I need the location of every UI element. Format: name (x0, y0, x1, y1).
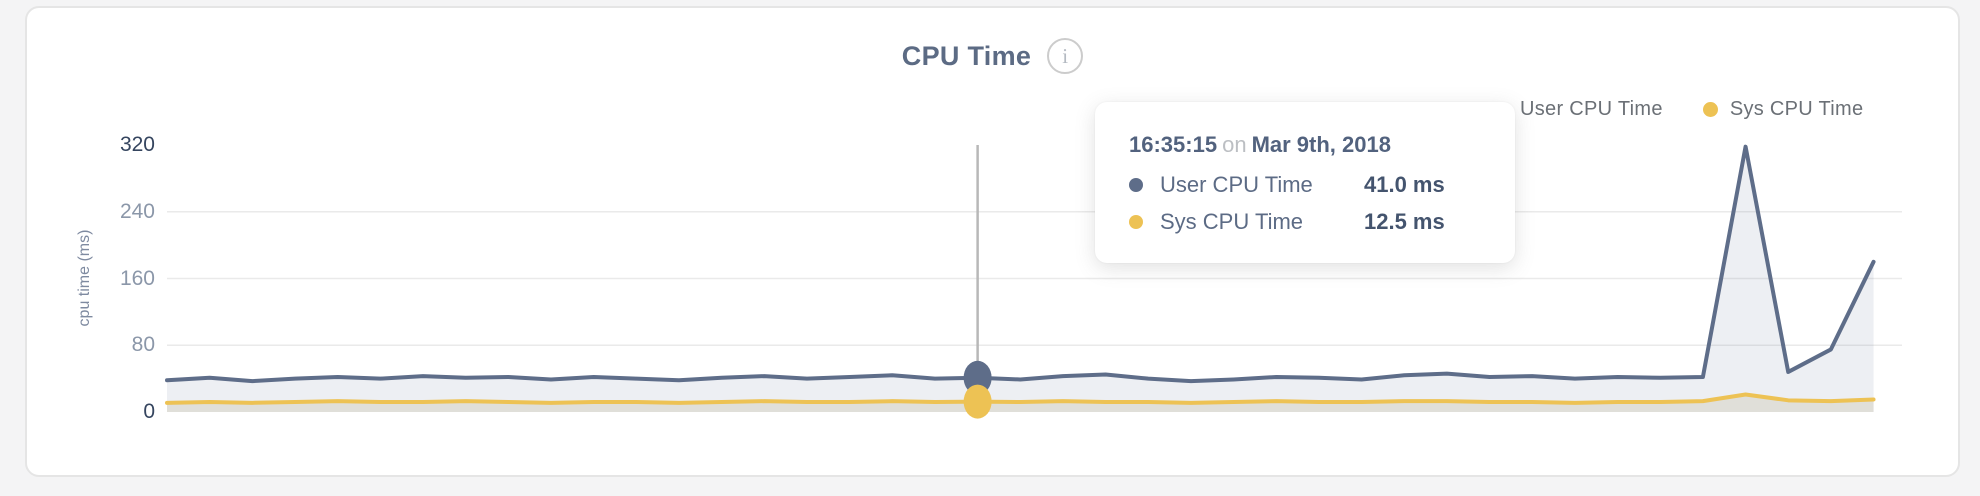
chart-card: CPU Time i User CPU Time Sys CPU Time cp… (25, 6, 1960, 477)
tooltip-value-user: 41.0 ms (1364, 172, 1445, 197)
y-tick-label: 320 (119, 133, 155, 156)
y-tick-label: 160 (119, 266, 155, 290)
tooltip-connector: on (1222, 132, 1247, 157)
y-tick-label: 240 (119, 199, 155, 223)
legend-item-sys-cpu-time[interactable]: Sys CPU Time (1702, 98, 1864, 121)
tooltip-label-sys: Sys CPU Time (1160, 209, 1304, 234)
hover-dot-1 (963, 384, 992, 419)
tooltip-dot-sys-icon (1129, 215, 1143, 229)
tooltip-date: Mar 9th, 2018 (1251, 132, 1391, 157)
legend-item-user-cpu-time[interactable]: User CPU Time (1493, 98, 1663, 121)
hover-dot-0 (963, 360, 992, 395)
y-tick-label: 0 (143, 400, 155, 423)
series-line-0 (165, 144, 1876, 384)
series-area-0 (167, 146, 1874, 412)
plot-area[interactable] (27, 8, 1962, 479)
chart-tooltip: 16:35:15 on Mar 9th, 2018 User CPU Time 41… (1095, 102, 1515, 263)
chart-legend: User CPU Time Sys CPU Time (1493, 98, 1863, 121)
legend-label-sys: Sys CPU Time (1729, 98, 1864, 120)
tooltip-title: 16:35:15 on Mar 9th, 2018 (1129, 132, 1487, 158)
tooltip-dot-user-icon (1129, 178, 1143, 192)
chart-title: CPU Time (901, 40, 1032, 71)
x-axis-ticks: 16:3116:3216:3316:3416:3516:3616:3716:38… (27, 421, 1958, 451)
info-icon[interactable]: i (1047, 38, 1084, 74)
legend-label-user: User CPU Time (1520, 98, 1663, 120)
tooltip-row-sys: Sys CPU Time 12.5 ms (1129, 209, 1487, 235)
tooltip-value-sys: 12.5 ms (1364, 209, 1445, 234)
y-tick-label: 80 (131, 333, 155, 357)
tooltip-label-user: User CPU Time (1160, 172, 1313, 197)
series-line-1 (165, 392, 1876, 405)
legend-dot-sys-icon (1702, 102, 1718, 117)
chart-header: CPU Time i (27, 38, 1958, 74)
tooltip-row-user: User CPU Time 41.0 ms (1129, 172, 1487, 198)
tooltip-time: 16:35:15 (1129, 132, 1218, 157)
y-axis-ticks: 0 80 160 240 320 (27, 8, 155, 475)
